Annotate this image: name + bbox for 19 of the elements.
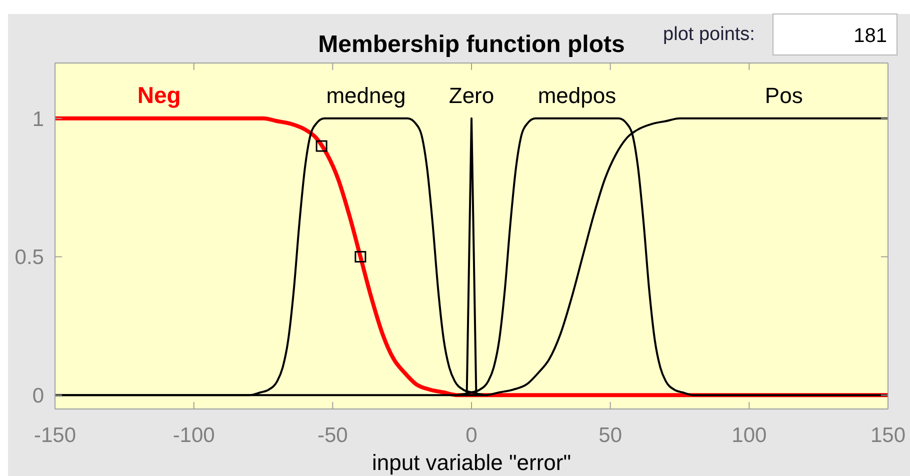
x-tick-label: 150 <box>870 424 906 447</box>
text: plot points: <box>663 24 755 45</box>
x-tick-label: -150 <box>34 424 76 447</box>
x-tick-label: 50 <box>598 424 622 447</box>
series-label: Neg <box>137 82 181 108</box>
series-label: medpos <box>538 83 616 108</box>
y-tick-label: 0 <box>32 384 44 408</box>
x-tick-label: 0 <box>466 424 478 447</box>
series-label: medneg <box>326 83 406 108</box>
series-label: Zero <box>448 83 494 108</box>
x-tick-label: -50 <box>317 424 348 447</box>
x-tick-label: -100 <box>172 424 215 447</box>
text: 181 <box>854 25 887 47</box>
x-axis-title: input variable "error" <box>372 450 572 475</box>
y-tick-label: 1 <box>32 108 44 131</box>
chart-title: Membership function plots <box>318 31 625 58</box>
x-tick-label: 100 <box>732 424 767 447</box>
y-tick-label: 0.5 <box>14 246 44 270</box>
series-label: Pos <box>764 83 803 108</box>
